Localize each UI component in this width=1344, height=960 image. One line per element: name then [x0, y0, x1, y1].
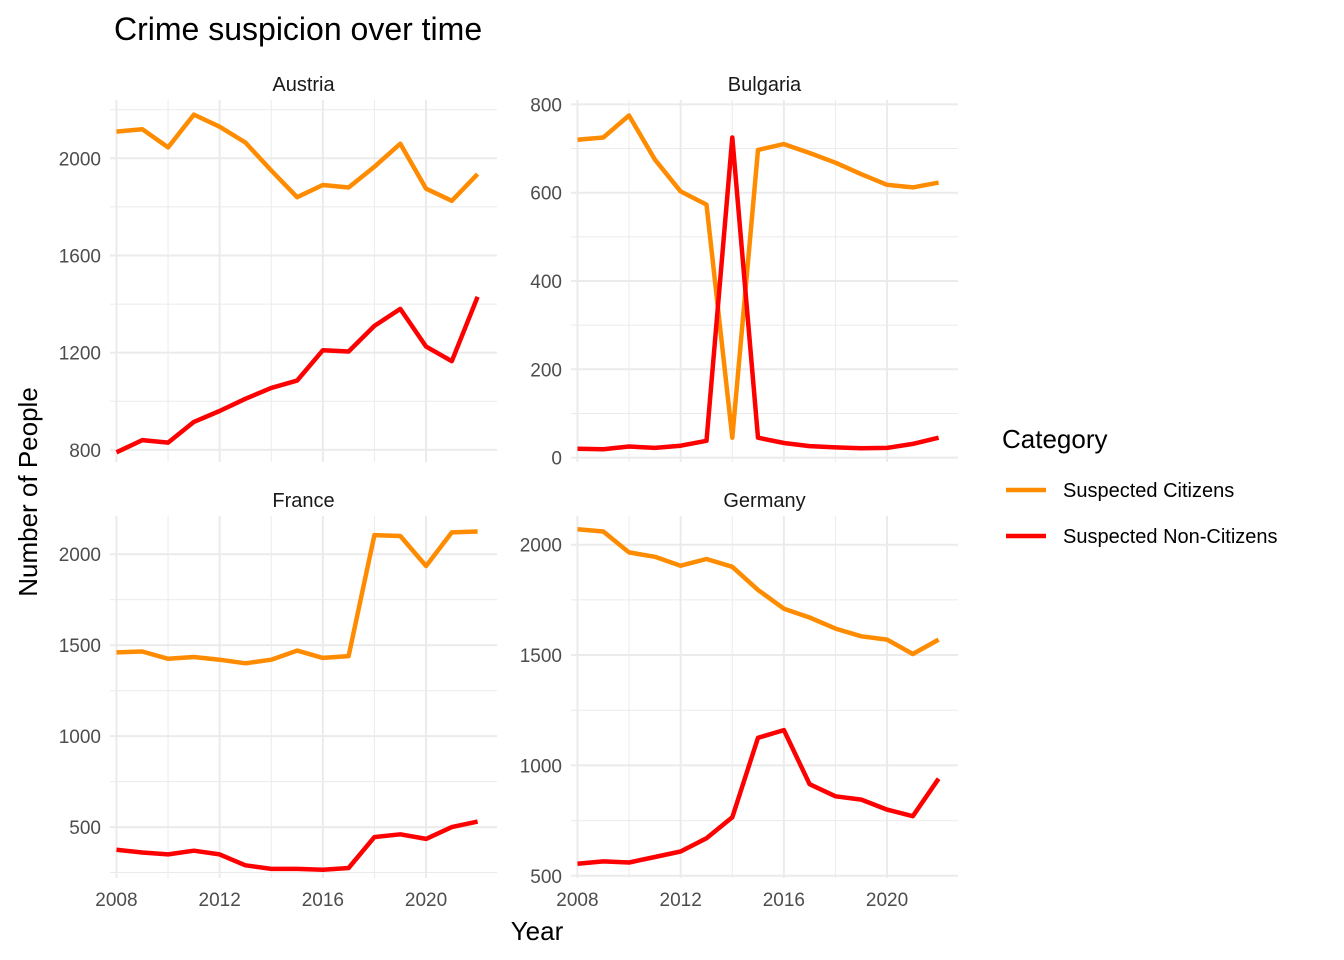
y-tick-label: 200	[530, 360, 562, 381]
series-line-suspected-non-citizens	[577, 135, 940, 452]
y-tick-label: 400	[530, 272, 562, 293]
y-tick-label: 1000	[520, 756, 562, 777]
series-line-suspected-citizens	[577, 113, 940, 440]
facet-title-germany: Germany	[723, 490, 805, 512]
facet-panels: 800 1200 1600 2000 Austria 0 200 400 600 800 Bulga…	[59, 74, 958, 911]
x-tick-label: 2020	[405, 890, 447, 911]
legend: Category Suspected Citizens Suspected No…	[1002, 424, 1278, 548]
y-tick-label: 800	[530, 95, 562, 116]
y-tick-label: 2000	[59, 545, 101, 566]
facet-title-france: France	[272, 490, 334, 512]
x-tick-label: 2012	[199, 890, 241, 911]
y-tick-label: 1600	[59, 246, 101, 267]
y-tick-label: 1500	[520, 646, 562, 667]
chart-title: Crime suspicion over time	[114, 11, 482, 47]
y-tick-label: 2000	[59, 149, 101, 170]
x-tick-label: 2008	[95, 890, 137, 911]
x-tick-label: 2008	[556, 890, 598, 911]
x-tick-label: 2020	[866, 890, 908, 911]
facet-austria: 800 1200 1600 2000 Austria	[59, 74, 497, 462]
series-line-suspected-non-citizens	[116, 819, 479, 873]
x-tick-label: 2016	[763, 890, 805, 911]
y-tick-label: 500	[69, 818, 101, 839]
series-line-suspected-citizens	[577, 526, 940, 657]
y-tick-label: 0	[551, 449, 562, 470]
facet-bulgaria: 0 200 400 600 800 Bulgaria	[530, 74, 958, 470]
facet-title-bulgaria: Bulgaria	[728, 74, 802, 96]
facet-france: 500 1000 1500 2000 France 2008 2012 2016 2020	[59, 490, 497, 911]
y-tick-label: 800	[69, 441, 101, 462]
x-tick-label: 2016	[302, 890, 344, 911]
y-tick-label: 1000	[59, 727, 101, 748]
series-line-suspected-non-citizens	[577, 727, 941, 866]
facet-title-austria: Austria	[272, 74, 335, 96]
y-tick-label: 2000	[520, 536, 562, 557]
x-axis-title: Year	[511, 916, 564, 946]
facet-germany: 500 1000 1500 2000 Germany 2008 2012 2016 2020	[520, 490, 958, 911]
y-tick-label: 1500	[59, 636, 101, 657]
legend-label-suspected-non-citizens: Suspected Non-Citizens	[1063, 526, 1278, 548]
legend-title: Category	[1002, 424, 1108, 454]
y-tick-label: 600	[530, 184, 562, 205]
series-line-suspected-citizens	[116, 112, 480, 204]
series-line-suspected-citizens	[116, 529, 478, 666]
y-tick-label: 500	[530, 867, 562, 888]
y-axis-title: Number of People	[13, 387, 43, 597]
series-line-suspected-non-citizens	[115, 295, 480, 455]
legend-label-suspected-citizens: Suspected Citizens	[1063, 480, 1234, 502]
y-tick-label: 1200	[59, 344, 101, 365]
x-tick-label: 2012	[660, 890, 702, 911]
